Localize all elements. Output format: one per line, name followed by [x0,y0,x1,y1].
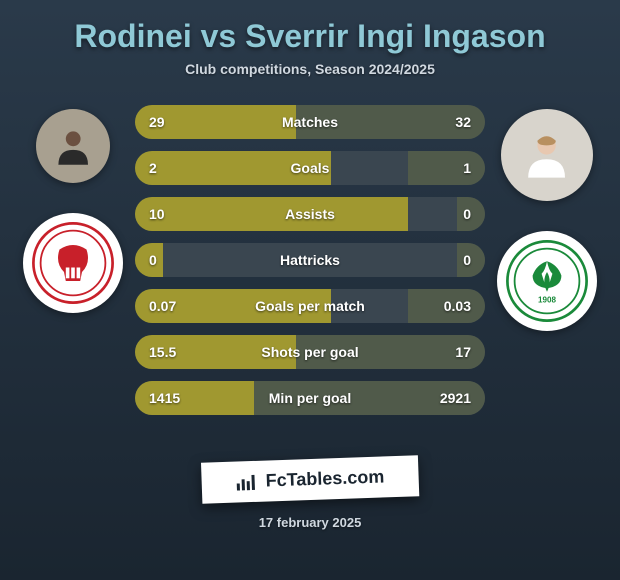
player2-club-logo: 1908 [497,231,597,331]
chart-icon [235,472,258,491]
player1-club-logo [23,213,123,313]
left-column [23,105,123,313]
page-title: Rodinei vs Sverrir Ingi Ingason [0,18,620,55]
svg-text:1908: 1908 [538,296,556,305]
stat-row: 29 32 Matches [135,105,485,139]
panathinaikos-logo-icon: 1908 [502,236,592,326]
stats-bars: 2932Matches21Goals100Assists00Hattricks0… [135,105,485,415]
title-player1: Rodinei [74,18,191,54]
stat-value-right: 17 [441,344,485,360]
stat-value-right: 1 [449,160,485,176]
title-vs: vs [201,18,237,54]
stat-row: 10 0 Assists [135,197,485,231]
person-icon [519,127,574,182]
subtitle: Club competitions, Season 2024/2025 [0,61,620,77]
stat-value-right: 32 [441,114,485,130]
stat-row: 15.5 17 Shots per goal [135,335,485,369]
stat-value-right: 0 [449,252,485,268]
stat-label: Min per goal [269,390,351,406]
stat-value-left: 29 [135,114,179,130]
title-player2: Sverrir Ingi Ingason [245,18,546,54]
stat-value-right: 0.03 [430,298,485,314]
stat-row: 1415 2921 Min per goal [135,381,485,415]
comparison-main: 2932Matches21Goals100Assists00Hattricks0… [0,105,620,415]
player2-avatar [501,109,593,201]
date-label: 17 february 2025 [0,515,620,530]
stat-label: Hattricks [280,252,340,268]
stat-value-left: 2 [135,160,171,176]
olympiacos-logo-icon [28,218,118,308]
stat-label: Goals [291,160,330,176]
stat-label: Shots per goal [261,344,358,360]
stat-label: Assists [285,206,335,222]
watermark: FcTables.com [201,455,419,504]
stat-value-right: 0 [449,206,485,222]
right-column: 1908 [497,105,597,331]
stat-value-left: 0.07 [135,298,190,314]
stat-value-left: 15.5 [135,344,190,360]
person-icon [51,124,95,168]
stat-value-left: 1415 [135,390,194,406]
stat-row: 0.07 0.03 Goals per match [135,289,485,323]
watermark-text: FcTables.com [265,466,384,491]
stat-label: Goals per match [255,298,365,314]
stat-value-left: 10 [135,206,179,222]
stat-value-left: 0 [135,252,171,268]
stat-value-right: 2921 [426,390,485,406]
stat-label: Matches [282,114,338,130]
stat-row: 2 1 Goals [135,151,485,185]
player1-avatar [36,109,110,183]
stat-row: 0 0 Hattricks [135,243,485,277]
